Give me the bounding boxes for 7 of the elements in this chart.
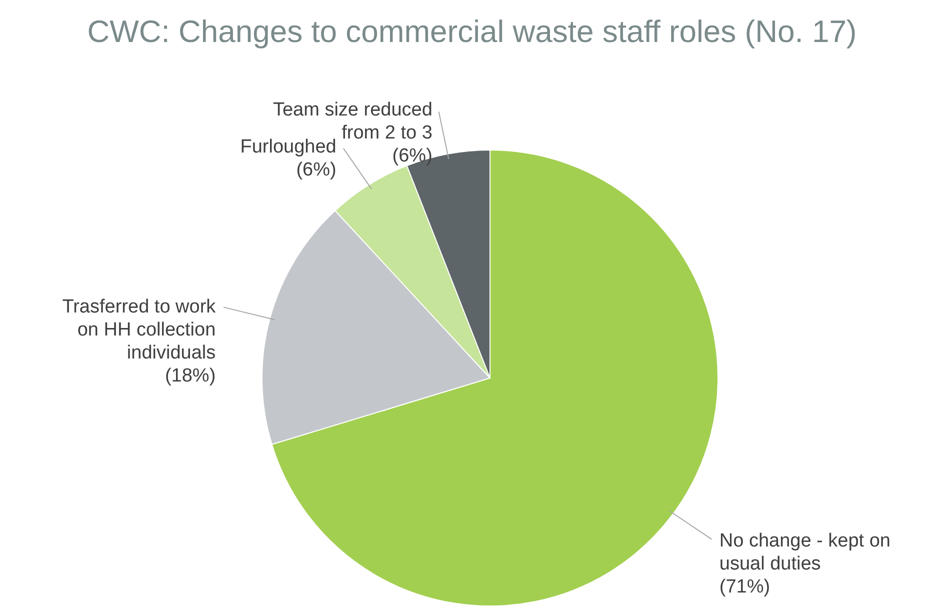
chart-title: CWC: Changes to commercial waste staff roles (No. 17) <box>87 14 857 49</box>
data-label: (6%) <box>392 146 432 167</box>
data-label: (6%) <box>296 160 336 181</box>
data-label: (18%) <box>164 366 216 387</box>
slice-label: Trasferred to work on HH collection individuals <box>62 296 216 364</box>
data-label: (71%) <box>719 576 770 598</box>
slice-label: No change - kept on usual duties <box>719 530 890 575</box>
